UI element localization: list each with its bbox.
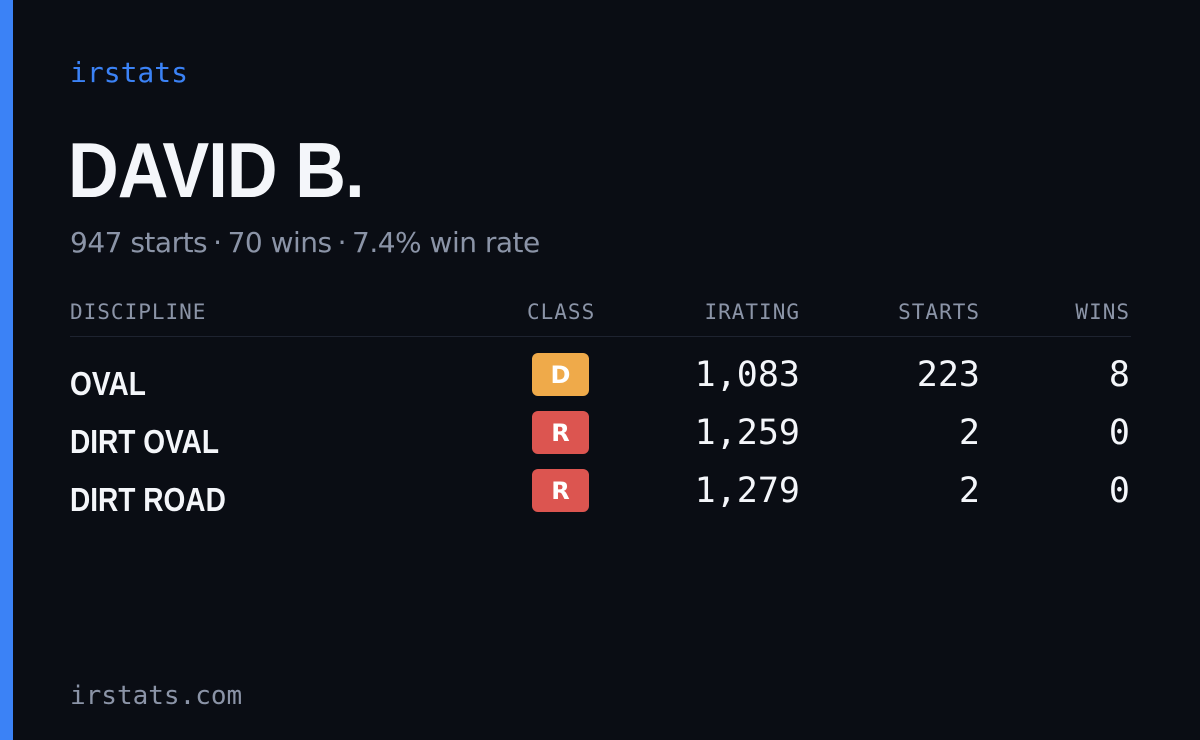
- separator: ·: [337, 226, 347, 259]
- wins-value: 0: [1108, 471, 1130, 511]
- footer-url: irstats.com: [70, 681, 243, 711]
- starts-value: 223: [916, 355, 980, 395]
- header-discipline: DISCIPLINE: [70, 300, 207, 324]
- discipline-table: DISCIPLINE CLASS IRATING STARTS WINS OVA…: [70, 296, 1131, 527]
- player-summary: 947 starts · 70 wins · 7.4% win rate: [70, 226, 540, 259]
- brand-logo-text: irstats: [70, 56, 189, 89]
- starts-summary: 947 starts: [70, 226, 208, 259]
- irating-value: 1,083: [694, 355, 800, 395]
- discipline-name: OVAL: [70, 365, 146, 402]
- discipline-name: DIRT OVAL: [70, 423, 220, 460]
- win-rate-summary: 7.4% win rate: [352, 226, 540, 259]
- table-row: DIRT ROAD R 1,279 2 0: [70, 469, 1131, 527]
- license-class-badge: R: [532, 469, 589, 512]
- player-name: DAVID B.: [68, 126, 365, 214]
- accent-bar: [0, 0, 13, 740]
- wins-value: 8: [1108, 355, 1130, 395]
- starts-value: 2: [958, 471, 980, 511]
- header-class: CLASS: [527, 300, 596, 324]
- table-row: DIRT OVAL R 1,259 2 0: [70, 411, 1131, 469]
- starts-value: 2: [958, 413, 980, 453]
- header-irating: IRATING: [704, 300, 800, 324]
- table-row: OVAL D 1,083 223 8: [70, 353, 1131, 411]
- header-starts: STARTS: [898, 300, 980, 324]
- header-wins: WINS: [1075, 300, 1130, 324]
- wins-summary: 70 wins: [227, 226, 333, 259]
- wins-value: 0: [1108, 413, 1130, 453]
- irating-value: 1,259: [694, 413, 800, 453]
- license-class-badge: R: [532, 411, 589, 454]
- table-header: DISCIPLINE CLASS IRATING STARTS WINS: [70, 296, 1131, 337]
- table-body: OVAL D 1,083 223 8 DIRT OVAL R 1,259 2 0…: [70, 353, 1131, 527]
- license-class-badge: D: [532, 353, 589, 396]
- irating-value: 1,279: [694, 471, 800, 511]
- discipline-name: DIRT ROAD: [70, 481, 226, 518]
- separator: ·: [213, 226, 222, 259]
